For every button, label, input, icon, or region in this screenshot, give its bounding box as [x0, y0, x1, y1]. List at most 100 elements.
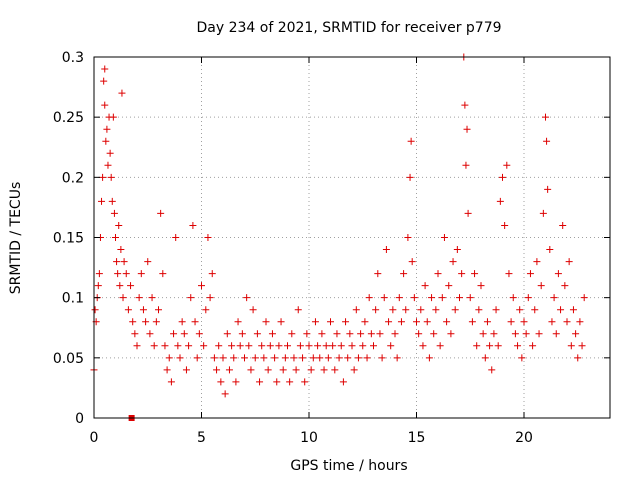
data-point — [167, 378, 175, 386]
data-point — [344, 354, 352, 362]
data-point — [423, 318, 431, 326]
data-point — [119, 294, 127, 302]
data-point — [406, 173, 414, 181]
data-point — [410, 294, 418, 302]
data-point — [260, 354, 268, 362]
y-tick-label: 0.2 — [62, 170, 84, 186]
data-point — [461, 101, 469, 109]
data-point — [363, 354, 371, 362]
data-point — [473, 342, 481, 350]
data-point — [464, 209, 472, 217]
data-point — [294, 306, 302, 314]
data-point — [421, 282, 429, 290]
data-point — [180, 330, 188, 338]
data-point — [492, 306, 500, 314]
data-point — [144, 258, 152, 266]
data-point — [113, 258, 121, 266]
data-point — [509, 294, 517, 302]
data-point — [456, 294, 463, 302]
data-point — [327, 318, 334, 326]
data-point — [91, 306, 99, 314]
data-point — [333, 330, 341, 338]
data-point — [104, 161, 112, 169]
data-point — [486, 342, 494, 350]
data-point — [554, 270, 562, 278]
data-point — [124, 306, 132, 314]
data-point — [463, 125, 471, 133]
data-point — [223, 330, 231, 338]
data-point — [438, 294, 446, 302]
data-point — [103, 125, 111, 133]
data-point — [537, 282, 545, 290]
data-point — [445, 282, 453, 290]
data-point — [526, 270, 534, 278]
data-point — [483, 318, 491, 326]
data-point — [219, 354, 227, 362]
data-point — [449, 258, 457, 266]
data-point — [281, 354, 289, 362]
data-point — [309, 354, 317, 362]
x-tick-label: 20 — [515, 430, 533, 446]
data-point — [114, 270, 122, 278]
data-point — [436, 342, 444, 350]
data-point — [408, 258, 416, 266]
data-point — [225, 366, 233, 374]
data-point — [320, 366, 328, 374]
data-point — [243, 294, 251, 302]
data-point — [514, 342, 522, 350]
chart-title: Day 234 of 2021, SRMTID for receiver p77… — [196, 20, 501, 36]
data-point — [122, 270, 130, 278]
axis-ticks — [93, 56, 610, 419]
data-point — [110, 209, 118, 217]
data-point — [118, 89, 126, 97]
data-point — [370, 342, 377, 350]
data-point — [150, 342, 158, 350]
data-point — [352, 306, 360, 314]
data-point — [520, 318, 528, 326]
data-point — [434, 270, 442, 278]
data-point — [387, 342, 395, 350]
data-point — [522, 330, 530, 338]
data-point — [397, 318, 405, 326]
data-point — [127, 282, 135, 290]
data-point — [471, 270, 479, 278]
data-point — [238, 330, 246, 338]
data-point — [245, 342, 253, 350]
data-point — [462, 161, 470, 169]
data-point — [172, 234, 180, 241]
data-point — [290, 354, 298, 362]
data-point — [316, 354, 324, 362]
data-point — [365, 294, 373, 302]
data-point — [296, 342, 304, 350]
data-point — [335, 354, 343, 362]
data-point — [106, 149, 114, 157]
data-point — [339, 378, 347, 386]
data-point — [533, 258, 541, 266]
data-point — [221, 390, 229, 398]
data-point — [354, 354, 362, 362]
x-tick-label: 5 — [197, 430, 206, 446]
data-point — [557, 306, 565, 314]
data-point — [264, 366, 272, 374]
data-point — [303, 330, 311, 338]
data-point — [563, 318, 571, 326]
data-point — [161, 342, 169, 350]
data-point — [185, 342, 193, 350]
plot-frame — [93, 56, 611, 419]
data-point — [139, 306, 147, 314]
data-point — [419, 342, 427, 350]
data-point — [342, 318, 350, 326]
data-point — [417, 306, 425, 314]
y-tick-label: 0.1 — [62, 291, 84, 307]
data-point — [337, 342, 345, 350]
data-point — [567, 342, 575, 350]
data-point — [286, 378, 294, 386]
data-point — [170, 330, 178, 338]
data-point — [535, 330, 543, 338]
data-point — [253, 330, 261, 338]
y-tick-label: 0.3 — [62, 50, 84, 66]
data-point — [182, 366, 190, 374]
data-point — [133, 342, 141, 350]
x-axis-label: GPS time / hours — [290, 458, 407, 474]
